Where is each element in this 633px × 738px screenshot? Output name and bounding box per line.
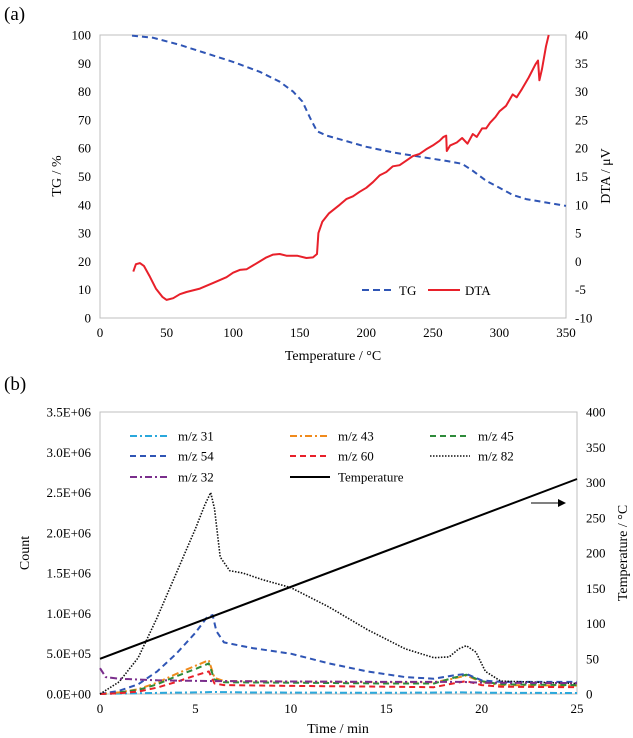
y-tick-label: 70 [78,112,91,127]
y2-tick-label: 400 [586,405,606,420]
legend-label-m-z-82: m/z 82 [478,449,514,464]
panel-a-y-axis-label: TG / % [50,155,65,197]
series-line-tg [131,34,567,207]
panel-a-x-tick-labels: 0 50 100 150 200 250 300 350 [97,325,576,340]
legend-label-m-z-31: m/z 31 [178,429,214,444]
x-tick-label: 15 [380,701,393,716]
y-tick-label: 30 [78,226,91,241]
y2-tick-label: 0 [575,254,582,269]
y-tick-label: 0 [85,311,92,326]
panel-b-x-tick-labels: 0 5 10 15 20 25 [97,701,584,716]
y2-tick-label: 200 [586,546,606,561]
panel-a-y-tick-labels: 0 10 20 30 40 50 60 70 80 90 100 [72,28,92,326]
panel-b-y-axis-label: Count [18,536,33,570]
legend-label-m-z-45: m/z 45 [478,429,514,444]
x-tick-label: 0 [97,701,104,716]
legend-label-dta: DTA [465,283,491,298]
y-tick-label: 10 [78,282,91,297]
panel-b-label: (b) [4,374,26,395]
y2-tick-label: -10 [575,311,592,326]
series-line-m-z-82 [99,491,578,695]
y2-tick-label: 15 [575,169,588,184]
x-tick-label: 150 [290,325,310,340]
series-line-dta [132,34,550,301]
panel-a-plot-frame [99,34,567,319]
series-line-m-z-43 [99,659,578,695]
x-tick-label: 200 [357,325,377,340]
panel-b-y-tick-labels: 0.0E+00 5.0E+05 1.0E+06 1.5E+06 2.0E+06 2.5E+… [46,405,91,702]
legend-label-m-z-60: m/z 60 [338,449,374,464]
legend-label-tg: TG [399,283,416,298]
x-tick-label: 100 [223,325,243,340]
y-tick-label: 3.5E+06 [46,405,91,420]
y2-tick-label: -5 [575,282,586,297]
temperature-axis-arrow [531,499,566,507]
panel-a-legend: TG DTA [362,283,491,298]
y-tick-label: 90 [78,56,91,71]
y-tick-label: 40 [78,197,91,212]
x-tick-label: 10 [284,701,297,716]
y-tick-label: 1.0E+06 [46,606,91,621]
y2-tick-label: 0 [586,687,593,702]
legend-label-temperature: Temperature [338,470,404,485]
x-tick-label: 0 [97,325,104,340]
legend-label-m-z-43: m/z 43 [338,429,374,444]
y-tick-label: 0.0E+00 [46,687,91,702]
panel-b-y2-tick-labels: 0 50 100 150 200 250 300 350 400 [586,405,606,702]
panel-a-y2-axis-label: DTA / μV [599,148,614,203]
panel-b-series [99,478,578,695]
panel-a: (a) 0 50 100 150 200 250 300 350 01020304050607… [4,4,614,364]
y-tick-label: 20 [78,254,91,269]
y2-tick-label: 10 [575,197,588,212]
y2-tick-label: 350 [586,440,606,455]
series-line-m-z-45 [99,662,578,695]
y2-tick-label: 300 [586,475,606,490]
y-tick-label: 2.0E+06 [46,525,91,540]
series-line-m-z-32 [99,667,578,685]
y-tick-label: 80 [78,84,91,99]
x-tick-label: 25 [571,701,584,716]
series-line-m-z-31 [99,691,578,695]
y2-tick-label: 20 [575,141,588,156]
legend-label-m-z-54: m/z 54 [178,449,214,464]
panel-b-x-axis-label: Time / min [307,722,369,737]
panel-a-y2-tick-labels: -10 -5 0 5 10 15 20 25 30 35 40 [575,28,592,326]
y2-tick-label: 30 [575,84,588,99]
y-tick-label: 50 [78,169,91,184]
panel-b-legend: m/z 31 m/z 43 m/z 45 m/z 54 m/z 60 m/z 82 m/z … [130,429,514,485]
panel-b: (b) 0 5 10 15 20 25 0.0E+00 5.0E+05 1.0E+06 1.5E… [4,374,631,737]
x-tick-label: 300 [490,325,510,340]
y2-tick-label: 35 [575,56,588,71]
x-tick-label: 50 [160,325,173,340]
y-tick-label: 2.5E+06 [46,485,91,500]
y2-tick-label: 50 [586,651,599,666]
x-tick-label: 250 [423,325,443,340]
panel-b-plot-frame [99,411,578,695]
panel-a-label: (a) [4,4,25,25]
y-tick-label: 100 [72,28,92,43]
y-tick-label: 1.5E+06 [46,566,91,581]
x-tick-label: 20 [475,701,488,716]
y2-tick-label: 40 [575,28,588,43]
panel-a-x-axis-label: Temperature / °C [285,349,381,364]
y2-tick-label: 5 [575,226,582,241]
series-line-m-z-54 [99,614,577,695]
panel-b-y2-axis-label: Temperature / °C [616,505,631,601]
y2-tick-label: 150 [586,581,606,596]
panel-a-series [131,34,567,301]
y2-tick-label: 25 [575,112,588,127]
y-tick-label: 3.0E+06 [46,445,91,460]
y2-tick-label: 100 [586,616,606,631]
series-line-temperature [99,478,578,660]
x-tick-label: 5 [192,701,199,716]
legend-label-m-z-32: m/z 32 [178,470,214,485]
y-tick-label: 5.0E+05 [46,646,91,661]
y-tick-label: 60 [78,141,91,156]
x-tick-label: 350 [556,325,576,340]
y2-tick-label: 250 [586,510,606,525]
